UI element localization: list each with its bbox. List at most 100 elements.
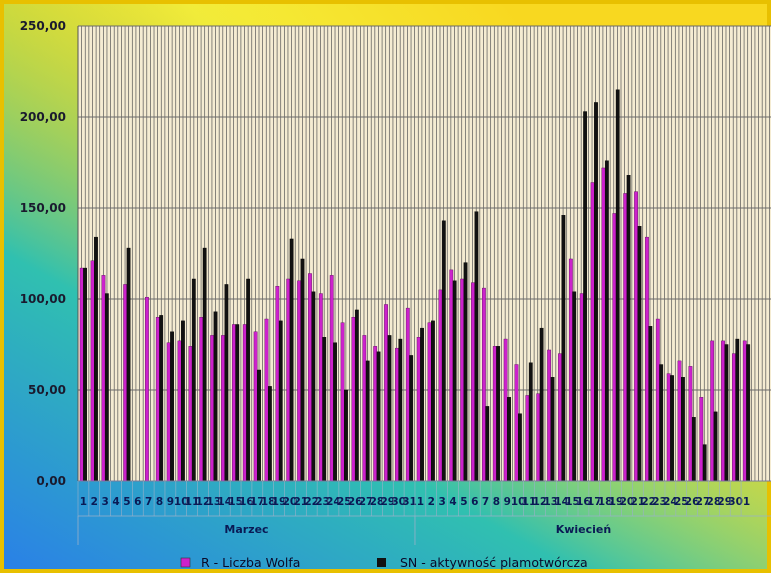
bar-r xyxy=(481,287,486,482)
bar-r xyxy=(329,275,334,482)
bar-r xyxy=(655,318,660,482)
x-tick-label: 14 xyxy=(217,496,232,508)
x-tick-label: 8 xyxy=(493,496,500,508)
x-tick-label: 27 xyxy=(359,496,374,508)
x-tick-label: 11 xyxy=(522,496,537,508)
bar-sn xyxy=(267,386,272,482)
bar-r xyxy=(373,346,378,482)
bar-sn xyxy=(681,377,685,482)
x-tick-label: 4 xyxy=(112,496,119,508)
bar-sn xyxy=(365,360,370,482)
bar-r xyxy=(525,395,530,482)
bar-r xyxy=(645,236,649,482)
bar-r xyxy=(623,193,628,482)
bar-r xyxy=(101,275,106,482)
y-tick-label: 150,00 xyxy=(20,201,66,215)
bar-r xyxy=(79,267,84,482)
x-tick-label: 18 xyxy=(598,496,613,508)
bar-sn xyxy=(83,267,88,482)
x-tick-label: 28 xyxy=(707,496,722,508)
bar-sn xyxy=(583,111,588,482)
legend-swatch-sn xyxy=(377,558,386,567)
x-tick-label: 1 xyxy=(80,496,87,508)
bar-r xyxy=(340,322,345,482)
x-tick-label: 31 xyxy=(402,496,417,508)
bar-r xyxy=(579,293,584,482)
x-tick-label: 5 xyxy=(123,496,130,508)
bar-r xyxy=(601,167,606,482)
bar-r xyxy=(699,397,704,482)
bar-sn xyxy=(181,320,185,482)
bar-r xyxy=(199,317,204,482)
bar-sn xyxy=(300,258,305,482)
bar-r xyxy=(732,353,736,482)
x-tick-label: 19 xyxy=(272,496,287,508)
x-tick-label: 15 xyxy=(228,496,243,508)
x-tick-label: 25 xyxy=(674,496,689,508)
bar-r xyxy=(721,340,725,482)
x-tick-label: 14 xyxy=(554,496,569,508)
bar-r xyxy=(90,260,95,482)
x-tick-label: 3 xyxy=(101,496,108,508)
bar-r xyxy=(416,337,421,482)
bar-r xyxy=(666,373,671,482)
bar-sn xyxy=(170,331,174,482)
bar-sn xyxy=(724,344,729,482)
x-tick-label: 24 xyxy=(326,496,341,508)
bar-r xyxy=(503,338,508,482)
bar-r xyxy=(688,366,693,482)
bar-sn xyxy=(626,175,631,482)
bar-r xyxy=(612,213,617,482)
legend-label-sn: SN - aktywność plamotwórcza xyxy=(400,555,588,570)
x-tick-label: 29 xyxy=(380,496,395,508)
bar-sn xyxy=(594,102,598,482)
x-tick-label: 26 xyxy=(685,496,700,508)
bar-r xyxy=(460,278,465,482)
bar-sn xyxy=(311,291,316,482)
bar-r xyxy=(547,349,552,482)
x-tick-label: 3 xyxy=(438,496,445,508)
x-tick-label: 22 xyxy=(641,496,656,508)
bar-r xyxy=(590,182,595,482)
x-tick-label: 7 xyxy=(145,496,152,508)
y-tick-label: 100,00 xyxy=(20,292,66,306)
y-tick-label: 250,00 xyxy=(20,19,66,33)
bar-r xyxy=(384,304,388,482)
x-tick-label: 7 xyxy=(482,496,489,508)
x-tick-label: 30 xyxy=(728,496,743,508)
bar-r xyxy=(449,269,454,482)
bar-sn xyxy=(213,311,218,482)
x-tick-label: 26 xyxy=(348,496,363,508)
bar-r xyxy=(351,317,356,482)
bar-r xyxy=(634,191,638,482)
bar-r xyxy=(275,286,280,482)
x-tick-label: 12 xyxy=(533,496,548,508)
x-tick-label: 2 xyxy=(428,496,435,508)
x-tick-label: 6 xyxy=(471,496,478,508)
bar-sn xyxy=(409,355,414,482)
bar-sn xyxy=(572,291,577,482)
bar-r xyxy=(155,317,160,482)
bar-sn xyxy=(496,346,501,482)
x-tick-label: 25 xyxy=(337,496,352,508)
bar-r xyxy=(308,273,312,482)
y-axis: 0,00 50,00 100,00 150,00 200,00 250,00 xyxy=(20,19,79,488)
x-tick-label: 8 xyxy=(156,496,163,508)
bar-r xyxy=(568,258,573,482)
bar-sn xyxy=(507,397,511,482)
x-tick-label: 15 xyxy=(565,496,580,508)
legend-swatch-r xyxy=(180,557,191,568)
bar-sn xyxy=(224,284,229,482)
x-tick-label: 5 xyxy=(460,496,467,508)
x-tick-label: 17 xyxy=(587,496,602,508)
bar-sn xyxy=(691,417,696,482)
legend: R - Liczba Wolfa SN - aktywność plamotwó… xyxy=(180,555,588,570)
bar-r xyxy=(264,318,269,482)
bar-r xyxy=(188,346,193,482)
bar-r xyxy=(710,340,715,482)
bar-r xyxy=(210,335,215,482)
x-tick-label: 10 xyxy=(511,496,526,508)
bar-sn xyxy=(539,327,544,482)
x-tick-label: 20 xyxy=(620,496,635,508)
x-tick-label: 20 xyxy=(283,496,298,508)
